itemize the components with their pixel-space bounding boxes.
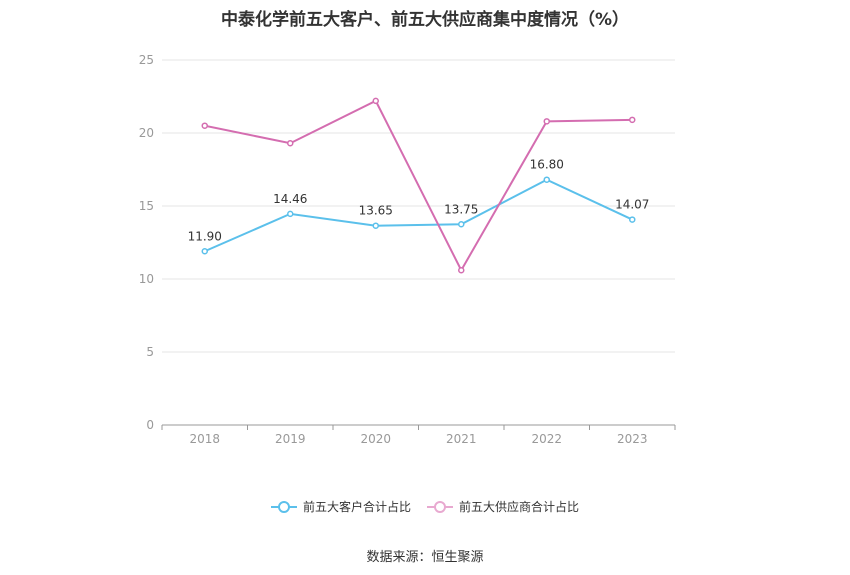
y-tick-label: 25 [139, 53, 154, 67]
data-point [287, 210, 294, 218]
series-line-1 [204, 99, 633, 273]
legend-marker-suppliers [427, 500, 453, 513]
y-tick-label: 10 [139, 272, 154, 286]
data-point [372, 97, 379, 105]
y-tick-label: 15 [139, 199, 154, 213]
legend-label-suppliers: 前五大供应商合计占比 [459, 500, 580, 514]
x-tick-label: 2023 [617, 432, 648, 446]
data-label: 14.46 [273, 192, 307, 206]
series-lines [201, 97, 636, 274]
axes: 0 5 10 15 20 25 2018 2019 2020 2021 2022 2023 [139, 53, 676, 446]
x-tick-label: 2020 [360, 432, 391, 446]
legend-item-customers[interactable]: 前五大客户合计占比 [270, 498, 411, 515]
data-point [287, 139, 294, 147]
data-point [201, 248, 208, 255]
legend-marker-customers [270, 500, 297, 513]
x-tick-label: 2022 [531, 432, 562, 446]
data-point [201, 122, 208, 129]
x-tick-label: 2018 [189, 432, 220, 446]
data-point [629, 116, 636, 124]
data-label: 16.80 [530, 158, 564, 172]
data-labels: 11.90 14.46 13.65 13.75 16.80 14.07 [188, 158, 650, 244]
x-tick-label: 2019 [275, 432, 306, 446]
data-point [458, 266, 465, 274]
data-point [543, 118, 550, 125]
data-source: 数据来源：恒生聚源 [366, 550, 484, 565]
data-point [372, 222, 379, 229]
grid-lines [162, 59, 675, 353]
legend: 前五大客户合计占比 前五大供应商合计占比 [0, 498, 850, 515]
data-point [543, 176, 550, 183]
y-tick-label: 0 [146, 418, 154, 432]
legend-item-suppliers[interactable]: 前五大供应商合计占比 [427, 498, 579, 515]
data-label: 13.75 [444, 202, 478, 216]
x-tick-label: 2021 [446, 432, 477, 446]
y-tick-label: 20 [139, 126, 154, 140]
legend-label-customers: 前五大客户合计占比 [302, 500, 411, 514]
data-label: 14.07 [615, 198, 649, 212]
y-tick-label: 5 [146, 345, 154, 359]
data-label: 13.65 [359, 204, 393, 218]
data-label: 11.90 [188, 229, 222, 243]
data-point [629, 216, 636, 223]
data-point [458, 221, 465, 228]
series-line-0 [204, 178, 633, 253]
chart-title: 中泰化学前五大客户、前五大供应商集中度情况（%） [220, 10, 630, 30]
